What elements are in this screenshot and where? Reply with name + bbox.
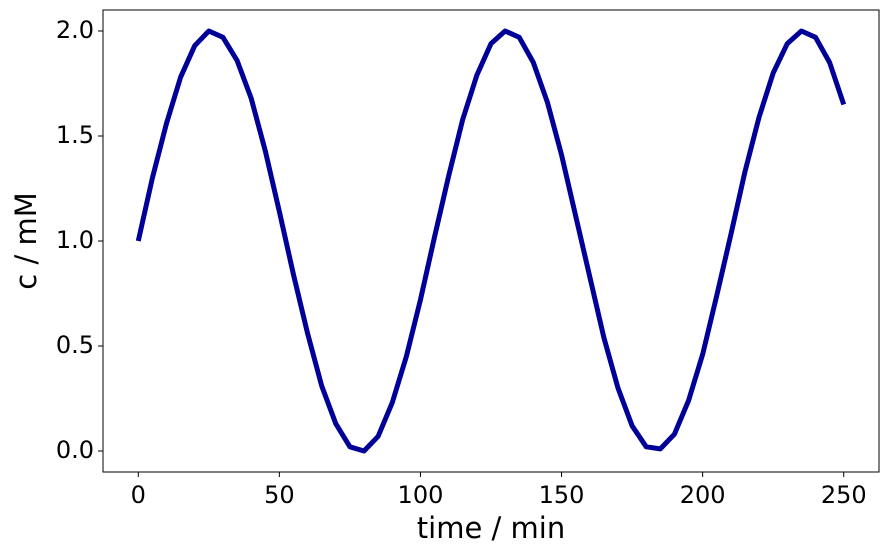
x-tick-label: 250 <box>821 481 867 509</box>
x-tick-label: 100 <box>398 481 444 509</box>
x-tick-label: 150 <box>539 481 585 509</box>
y-tick-label: 0.0 <box>56 436 94 464</box>
x-tick-label: 50 <box>264 481 295 509</box>
y-tick-label: 1.5 <box>56 121 94 149</box>
x-axis-label: time / min <box>417 511 565 545</box>
y-tick-label: 0.5 <box>56 331 94 359</box>
x-tick-label: 0 <box>131 481 146 509</box>
y-tick-label: 1.0 <box>56 226 94 254</box>
plot-frame <box>102 9 880 473</box>
x-tick-label: 200 <box>680 481 726 509</box>
line-series <box>135 28 847 454</box>
y-tick-label: 2.0 <box>56 16 94 44</box>
y-axis-label: c / mM <box>9 192 43 289</box>
